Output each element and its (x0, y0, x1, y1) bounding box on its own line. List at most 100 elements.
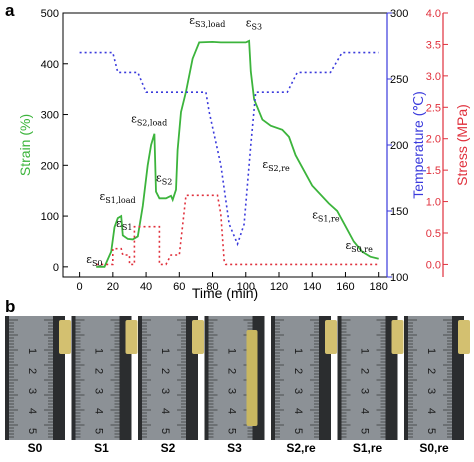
ruler-body (208, 316, 253, 440)
ruler-number: 1 (292, 348, 304, 354)
ruler-number: 4 (26, 408, 38, 414)
ruler-number: 5 (159, 428, 171, 434)
y-temp-tick-label: 250 (390, 74, 408, 86)
y-axis-title-stress: Stress (MPa) (454, 104, 470, 186)
ruler-number: 2 (26, 368, 38, 374)
ruler-number: 2 (359, 368, 371, 374)
x-tick-label: 40 (140, 281, 152, 293)
y-axis-title-strain: Strain (%) (17, 114, 33, 176)
y-temp-tick-label: 200 (390, 140, 408, 152)
ruler-number: 3 (93, 388, 105, 394)
annotation-label: εS0 (86, 253, 102, 268)
photo-label: S0,re (419, 441, 449, 455)
series-line-strain (96, 39, 379, 268)
annotations-layer: εS0 εS1,load εS1 εS2,load εS2 εS3,load εS3 εS2,… (86, 14, 373, 268)
photo-label: S1 (94, 441, 109, 455)
y-stress-tick-label: 1.0 (426, 197, 441, 209)
y-left-tick-label: 500 (41, 8, 59, 20)
ruler-number: 2 (425, 368, 437, 374)
y-left-tick-label: 0 (53, 262, 59, 274)
x-tick-label: 20 (107, 281, 119, 293)
ruler-number: 5 (226, 428, 238, 434)
sample-strip (325, 320, 337, 354)
ruler-number: 3 (359, 388, 371, 394)
y-left-tick-label: 300 (41, 110, 59, 122)
photo-label: S2,re (286, 441, 316, 455)
ruler-number: 1 (159, 348, 171, 354)
y-left-tick-label: 200 (41, 160, 59, 172)
x-tick-label: 180 (370, 281, 388, 293)
ruler-body (408, 316, 452, 440)
ruler-number: 4 (93, 408, 105, 414)
ruler-photo: 1 2 3 4 5 (204, 316, 265, 440)
ruler-number: 1 (425, 348, 437, 354)
ruler-number: 5 (359, 428, 371, 434)
ruler-number: 2 (292, 368, 304, 374)
panel-b-letter: b (5, 297, 15, 316)
annotation-label: εS1,re (312, 209, 340, 224)
ruler-number: 4 (226, 408, 238, 414)
ruler-number: 1 (359, 348, 371, 354)
annotation-label: εS3 (246, 17, 262, 32)
ruler-number: 2 (226, 368, 238, 374)
photo-label: S3 (227, 441, 242, 455)
y-left-tick-label: 400 (41, 59, 59, 71)
y-stress-tick-label: 0.0 (426, 259, 441, 271)
ruler-number: 5 (26, 428, 38, 434)
photo-strip-row: 1 2 3 4 5 1 2 3 4 5 1 2 3 4 5 1 2 3 4 5 1 2 3 4 5 1 2 3 4 5 1 2 3 4 5 (5, 316, 470, 440)
ruler-number: 5 (93, 428, 105, 434)
ruler-number: 3 (292, 388, 304, 394)
ruler-number: 3 (226, 388, 238, 394)
ruler-photo: 1 2 3 4 5 (138, 316, 204, 440)
ruler-number: 4 (292, 408, 304, 414)
ruler-photo: 1 2 3 4 5 (71, 316, 138, 440)
sample-strip (391, 320, 404, 354)
photo-label: S1,re (352, 441, 383, 455)
annotation-label: εS2 (156, 172, 172, 187)
y-axis-title-temperature: Temperature (℃) (410, 91, 426, 199)
ruler-body (75, 316, 120, 440)
annotation-label: εS0,re (345, 239, 373, 254)
ruler-number: 2 (159, 368, 171, 374)
ruler-photo: 1 2 3 4 5 (271, 316, 337, 440)
annotation-label: εS1 (116, 217, 132, 232)
y-temp-tick-label: 300 (390, 8, 408, 20)
ruler-body (142, 316, 186, 440)
sample-strip (125, 320, 138, 354)
annotation-label: εS3,load (189, 14, 225, 29)
ruler-number: 1 (26, 348, 38, 354)
y-stress-tick-label: 2.0 (426, 134, 441, 146)
y-stress-tick-label: 2.5 (426, 102, 441, 114)
ruler-number: 4 (159, 408, 171, 414)
annotation-label: εS2,re (262, 158, 290, 173)
y-temp-tick-label: 100 (390, 272, 408, 284)
annotation-label: εS1,load (100, 190, 136, 205)
ruler-body (275, 316, 319, 440)
photo-label: S2 (160, 441, 176, 455)
ruler-number: 4 (425, 408, 437, 414)
ruler-number: 3 (159, 388, 171, 394)
ruler-number: 1 (226, 348, 238, 354)
series-line-temperature (79, 51, 379, 247)
ruler-number: 2 (93, 368, 105, 374)
panel-a-letter: a (5, 1, 15, 20)
x-tick-label: 80 (206, 281, 218, 293)
sample-strip (458, 320, 470, 354)
x-tick-label: 120 (270, 281, 288, 293)
y-stress-tick-label: 4.0 (426, 8, 441, 20)
x-tick-label: 140 (303, 281, 321, 293)
x-tick-label: 0 (77, 281, 83, 293)
ruler-number: 3 (26, 388, 38, 394)
sample-strip (246, 330, 258, 426)
sample-strip (59, 320, 71, 354)
y-stress-tick-label: 0.5 (426, 228, 441, 240)
y-stress-tick-label: 3.0 (426, 71, 441, 83)
x-tick-label: 60 (173, 281, 185, 293)
ruler-photo: 1 2 3 4 5 (5, 316, 71, 440)
ruler-body (341, 316, 386, 440)
ruler-photo: 1 2 3 4 5 (337, 316, 404, 440)
x-tick-label: 100 (237, 281, 255, 293)
y-stress-tick-label: 3.5 (426, 39, 441, 51)
series-line-stress (96, 194, 379, 266)
